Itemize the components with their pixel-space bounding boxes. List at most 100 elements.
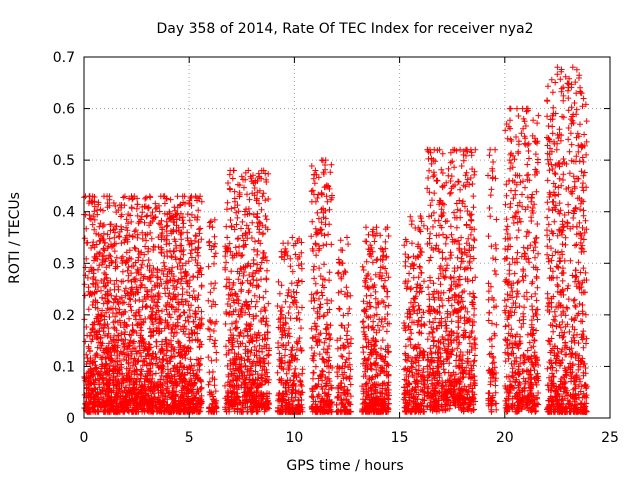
data-point: [173, 306, 180, 313]
data-point: [371, 312, 378, 319]
data-point: [131, 355, 138, 362]
data-point: [385, 349, 392, 356]
data-point: [147, 194, 154, 201]
data-point: [152, 370, 159, 377]
data-point: [191, 362, 198, 369]
data-point: [312, 241, 319, 248]
data-point: [195, 207, 202, 214]
data-point: [155, 220, 162, 227]
data-point: [451, 209, 457, 216]
data-point: [447, 223, 454, 230]
data-point: [421, 278, 427, 285]
data-points: [81, 64, 590, 415]
data-point: [402, 263, 409, 269]
data-point: [113, 327, 120, 334]
data-point: [195, 239, 202, 246]
data-point: [321, 232, 328, 239]
data-point: [93, 350, 100, 357]
data-point: [173, 284, 180, 291]
data-point: [211, 260, 217, 267]
data-point: [263, 276, 270, 283]
data-point: [120, 356, 127, 363]
data-point: [471, 312, 477, 318]
data-point: [153, 338, 160, 345]
data-point: [287, 263, 294, 270]
data-point: [131, 228, 138, 235]
data-point: [327, 169, 334, 176]
data-point: [163, 195, 170, 202]
data-point: [111, 248, 118, 255]
data-point: [321, 261, 327, 268]
data-point: [312, 363, 319, 370]
data-point: [167, 227, 174, 234]
data-point: [93, 230, 100, 237]
data-point: [385, 302, 392, 309]
data-point: [382, 303, 389, 310]
data-point: [289, 390, 296, 397]
data-point: [448, 252, 455, 259]
data-point: [367, 303, 374, 310]
data-point: [152, 244, 158, 251]
data-point: [310, 266, 317, 273]
data-point: [455, 179, 462, 185]
data-point: [196, 226, 202, 233]
data-point: [212, 388, 219, 395]
data-point: [148, 235, 155, 242]
data-point: [103, 309, 110, 316]
data-point: [348, 335, 354, 342]
data-point: [284, 292, 291, 299]
data-point: [415, 302, 422, 309]
data-point: [286, 304, 293, 310]
data-point: [262, 288, 269, 295]
data-point: [190, 273, 197, 280]
data-point: [143, 288, 150, 295]
data-point: [238, 288, 245, 295]
data-point: [328, 385, 335, 392]
data-point: [81, 281, 88, 288]
data-point: [248, 347, 255, 353]
data-point: [97, 249, 103, 256]
data-point: [213, 357, 220, 363]
data-point: [176, 339, 183, 346]
data-point: [454, 254, 461, 261]
data-point: [118, 330, 125, 337]
data-point: [101, 332, 108, 339]
data-point: [139, 261, 145, 268]
data-point: [187, 250, 194, 257]
data-point: [212, 337, 219, 344]
chart-title: Day 358 of 2014, Rate Of TEC Index for r…: [156, 21, 533, 37]
data-point: [164, 222, 171, 229]
data-point: [429, 329, 436, 336]
data-point: [411, 296, 418, 302]
data-point: [402, 343, 409, 350]
data-point: [134, 212, 141, 219]
data-point: [260, 294, 267, 301]
data-point: [174, 193, 181, 200]
data-point: [222, 382, 228, 389]
data-point: [154, 303, 161, 310]
data-point: [223, 223, 230, 230]
data-point: [337, 237, 344, 244]
data-point: [105, 325, 112, 332]
data-point: [326, 277, 333, 284]
data-point: [207, 333, 214, 340]
data-point: [371, 238, 378, 245]
data-point: [127, 296, 134, 303]
data-point: [94, 211, 101, 218]
data-point: [179, 262, 186, 269]
data-point: [360, 267, 367, 273]
data-point: [233, 326, 240, 332]
data-point: [106, 252, 113, 259]
data-point: [113, 223, 120, 230]
data-point: [211, 382, 218, 389]
data-point: [155, 320, 162, 327]
data-point: [193, 233, 200, 240]
data-point: [254, 248, 261, 255]
data-point: [195, 304, 202, 311]
data-point: [171, 204, 178, 211]
data-point: [147, 229, 154, 236]
data-point: [308, 198, 315, 205]
data-point: [359, 344, 366, 351]
data-point: [128, 205, 135, 212]
